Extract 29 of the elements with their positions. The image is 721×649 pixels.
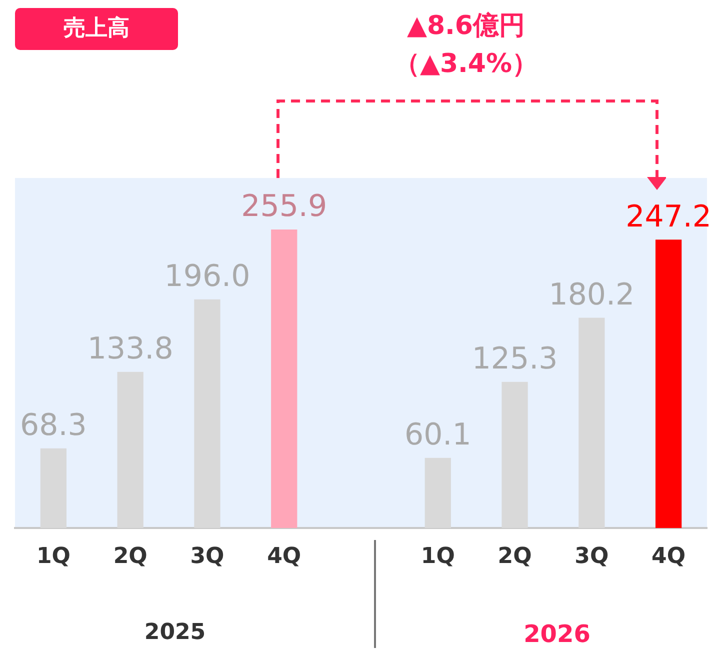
x-tick-label: 3Q <box>190 544 224 569</box>
bar <box>117 372 144 528</box>
x-tick-label: 1Q <box>420 544 455 569</box>
x-tick-label: 4Q <box>652 544 686 569</box>
x-tick-label: 3Q <box>574 544 609 569</box>
x-tick-label: 4Q <box>267 544 302 569</box>
data-label: 255.9 <box>241 189 328 224</box>
chart-title: 売上高 <box>15 8 178 50</box>
bar <box>271 229 298 528</box>
x-tick-label: 2Q <box>498 544 532 569</box>
data-label: 60.1 <box>404 418 472 453</box>
bar <box>502 382 528 528</box>
bar <box>424 458 451 528</box>
x-tick-label: 2Q <box>113 544 148 569</box>
bar <box>194 299 220 528</box>
text: 2025 <box>144 620 206 645</box>
data-label: 125.3 <box>472 342 558 377</box>
text: ▲8.6億円 <box>406 10 526 43</box>
data-label: 133.8 <box>87 332 174 367</box>
data-label: 180.2 <box>548 278 635 313</box>
text: （▲3.4%） <box>394 48 538 81</box>
x-tick-label: 1Q <box>36 544 70 569</box>
data-label: 68.3 <box>20 408 87 444</box>
bar <box>40 448 67 528</box>
bar <box>655 240 682 528</box>
data-label: 196.0 <box>164 259 250 294</box>
bar <box>578 318 605 528</box>
data-label: 247.2 <box>626 199 712 234</box>
text: 2026 <box>524 620 590 648</box>
